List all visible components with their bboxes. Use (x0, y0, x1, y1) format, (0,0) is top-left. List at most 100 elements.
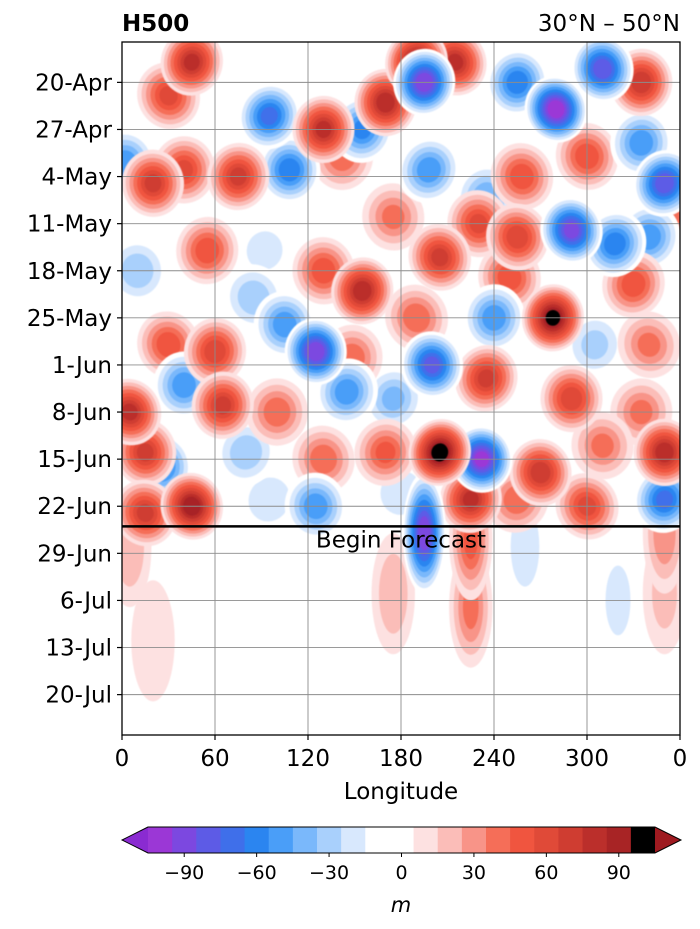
anomaly-feature (362, 183, 425, 251)
colorbar-tick-label: 0 (395, 862, 407, 884)
chart-title-right: 30°N – 50°N (538, 11, 680, 37)
colorbar-swatch (437, 827, 463, 853)
anomaly-feature (284, 317, 347, 386)
colorbar-swatch (148, 827, 173, 853)
anomaly-feature (122, 149, 185, 217)
contour-band (136, 443, 154, 462)
colorbar-extend-high (655, 827, 681, 853)
contour-band (581, 330, 609, 360)
colorbar-swatch (582, 827, 608, 853)
contour-band (214, 396, 232, 415)
x-axis-label: Longitude (344, 779, 458, 805)
colorbar-swatch (292, 827, 318, 853)
anomaly-feature (633, 466, 680, 533)
contour-band (462, 490, 479, 509)
contour-band (144, 174, 162, 193)
anomaly-feature (397, 136, 461, 204)
anomaly-feature (160, 42, 223, 96)
colorbar-swatch (461, 827, 487, 853)
colorbar-swatch (534, 827, 559, 853)
contour-band (156, 332, 181, 358)
y-axis-ticks: 20-Apr 27-Apr 4-May 11-May 18-May 25-May 1-Jun… (27, 70, 122, 709)
contour-band (655, 173, 674, 194)
plot-area (122, 42, 680, 735)
x-tick-label: 0 (673, 746, 688, 772)
colorbar-swatch (606, 827, 632, 853)
y-tick-label: 13-Jul (45, 636, 112, 662)
anomaly-feature (176, 216, 239, 285)
contour-band (418, 515, 431, 551)
colorbar-tick-label: 90 (607, 862, 631, 884)
anomaly-feature (354, 68, 417, 137)
chart-title-left: H500 (122, 11, 189, 37)
colorbar-swatch (365, 827, 390, 853)
colorbar-tick-label: −90 (164, 862, 204, 884)
y-tick-label: 6-Jul (60, 588, 112, 614)
contour-band (378, 553, 408, 634)
colorbar-swatch (196, 827, 221, 853)
colorbar: −90 −60 −30 0 30 60 90 (120, 826, 683, 884)
anomaly-feature (439, 466, 502, 534)
anomaly-feature (408, 223, 472, 291)
forecast-start-label: Begin Forecast (316, 527, 486, 553)
anomaly-feature (633, 150, 680, 217)
colorbar-swatch (630, 827, 656, 853)
contour-band (306, 341, 325, 362)
contour-band (260, 106, 278, 126)
contour-band (136, 503, 154, 523)
contour-band (431, 443, 449, 462)
anomaly-feature (509, 439, 572, 507)
anomaly-feature (402, 472, 446, 594)
contour-band (334, 379, 359, 405)
anomaly-feature (563, 311, 626, 379)
contour-band (593, 58, 612, 79)
x-tick-label: 180 (379, 746, 423, 772)
y-tick-label: 11-May (27, 212, 112, 238)
colorbar-swatch (558, 827, 584, 853)
x-tick-label: 60 (200, 746, 229, 772)
anomaly-feature (462, 284, 526, 352)
x-tick-label: 0 (115, 746, 130, 772)
contour-band (195, 237, 220, 264)
grid-lines (122, 42, 680, 735)
colorbar-tick-label: 30 (462, 862, 486, 884)
colorbar-swatch (510, 827, 535, 853)
y-tick-label: 1-Jun (52, 353, 112, 379)
colorbar-extend-low (122, 827, 148, 853)
contour-band (547, 100, 565, 119)
contour-band (637, 332, 661, 357)
contour-band (506, 225, 529, 249)
contour-band (530, 461, 551, 484)
contour-band (656, 490, 673, 509)
colorbar-label: m (391, 893, 411, 917)
contour-band (246, 231, 283, 270)
contour-band (278, 158, 301, 182)
y-tick-label: 8-Jun (52, 400, 112, 426)
colorbar-swatch (486, 827, 511, 853)
contour-band (376, 92, 395, 113)
y-tick-label: 27-Apr (35, 117, 112, 143)
colorbar-swatch (341, 827, 366, 853)
contour-band (381, 386, 405, 411)
colorbar-swatch (268, 827, 294, 853)
anomaly-feature (454, 345, 518, 412)
colorbar-swatch (389, 827, 415, 853)
y-tick-label: 20-Apr (35, 70, 112, 96)
contour-band (604, 232, 626, 256)
contour-band (375, 441, 396, 464)
x-tick-label: 120 (286, 746, 330, 772)
contour-band (172, 372, 196, 398)
colorbar-outline (120, 826, 683, 854)
colorbar-tick-label: −60 (237, 862, 277, 884)
y-tick-label: 20-Jul (45, 683, 112, 709)
forecast-annotation: Begin Forecast (122, 525, 680, 553)
contour-band (655, 442, 674, 463)
x-tick-label: 300 (565, 746, 609, 772)
y-tick-label: 29-Jun (37, 541, 112, 567)
x-tick-label: 240 (472, 746, 516, 772)
anomaly-feature (246, 378, 308, 446)
contour-band (477, 369, 495, 388)
contour-band (131, 580, 175, 702)
contour-band (352, 280, 372, 302)
